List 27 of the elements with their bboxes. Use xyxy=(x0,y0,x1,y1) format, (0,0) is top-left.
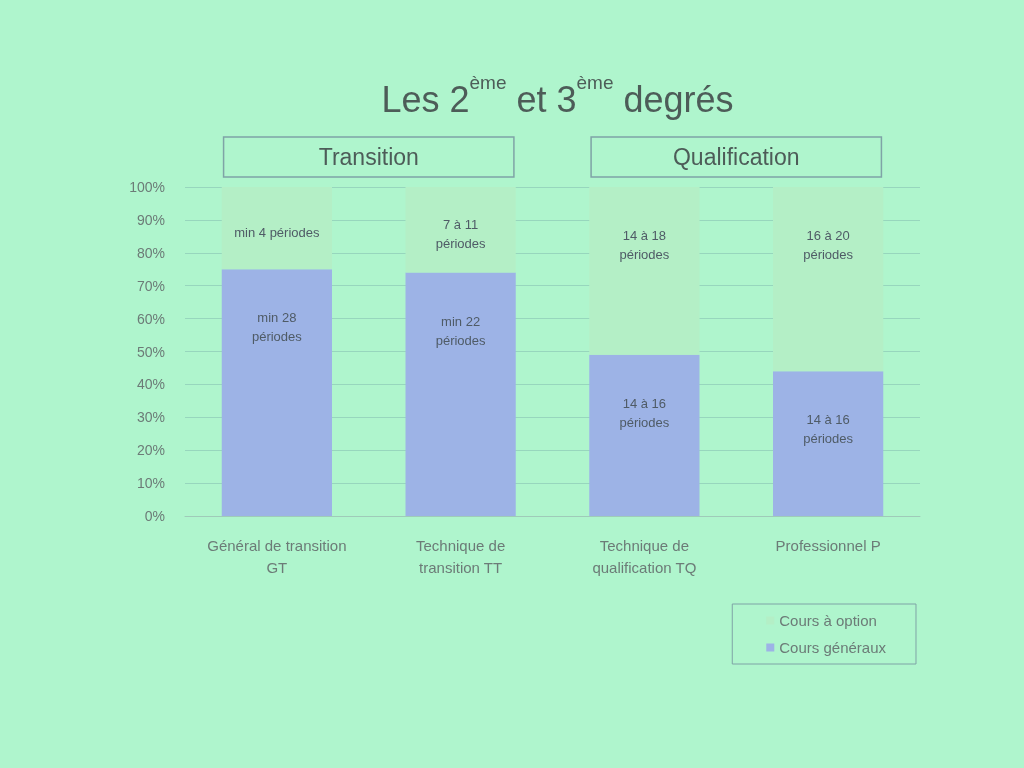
y-tick-label: 40% xyxy=(136,376,165,393)
x-tick-label: Professionnel P xyxy=(775,536,881,554)
x-tick-label: Technique de transition TT xyxy=(416,536,506,576)
annotation: 7 à 11 périodes xyxy=(435,217,487,252)
y-tick-label: 20% xyxy=(136,442,165,459)
annotation: 14 à 18 périodes xyxy=(619,228,670,262)
legend-label: Cours généraux xyxy=(779,639,887,656)
x-tick-label: Général de transition GT xyxy=(207,536,347,576)
y-tick-label: 80% xyxy=(136,244,165,261)
y-tick-label: 0% xyxy=(144,508,165,524)
y-tick-label: 30% xyxy=(136,409,165,426)
y-tick-label: 10% xyxy=(136,475,165,492)
x-tick-label: Technique de qualification TQ xyxy=(592,536,697,576)
y-tick-label: 100% xyxy=(129,179,165,195)
text: Qualification xyxy=(672,144,800,170)
annotation: min 22 périodes xyxy=(435,313,487,348)
annotation: 14 à 16 périodes xyxy=(803,412,854,447)
y-tick-label: 60% xyxy=(136,310,165,327)
annotation: 16 à 20 périodes xyxy=(803,228,854,262)
annotation: min 4 périodes xyxy=(234,224,320,240)
annotation: min 28 périodes xyxy=(251,310,303,345)
annotation: 14 à 16 périodes xyxy=(619,395,670,430)
text: Transition xyxy=(318,144,419,170)
y-tick-label: 90% xyxy=(136,211,165,228)
y-tick-label: 70% xyxy=(136,277,165,294)
legend-label: Cours à option xyxy=(779,612,877,629)
y-tick-label: 50% xyxy=(136,343,165,360)
